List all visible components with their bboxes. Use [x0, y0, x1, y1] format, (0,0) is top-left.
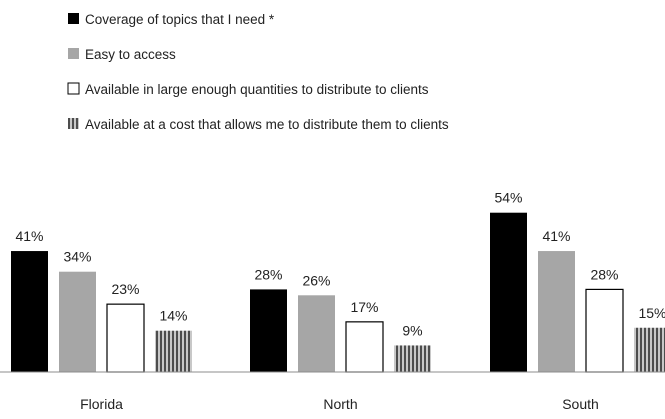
- bar-north-series-3: [345, 321, 384, 373]
- chart-legend: Coverage of topics that I need * Easy to …: [67, 12, 449, 132]
- legend-label-1: Coverage of topics that I need *: [85, 12, 275, 27]
- value-label-florida-series-4: 14%: [159, 308, 187, 324]
- bar-florida-series-2: [59, 271, 96, 372]
- legend-swatch-4: [68, 118, 79, 129]
- value-label-north-series-3: 17%: [350, 299, 378, 315]
- legend-label-4: Available at a cost that allows me to di…: [85, 117, 449, 132]
- value-label-north-series-1: 28%: [254, 266, 282, 282]
- bar-south-series-1: [490, 212, 527, 372]
- value-label-south-series-3: 28%: [590, 266, 618, 282]
- value-label-south-series-1: 54%: [494, 190, 522, 206]
- legend-label-3: Available in large enough quantities to …: [85, 82, 429, 97]
- category-label-florida: Florida: [80, 396, 123, 412]
- bar-south-series-2: [538, 251, 575, 372]
- bar-florida-series-1: [11, 251, 48, 372]
- legend-swatch-1: [68, 13, 79, 24]
- value-label-south-series-4: 15%: [638, 305, 665, 321]
- value-label-florida-series-1: 41%: [15, 228, 43, 244]
- value-label-north-series-2: 26%: [302, 272, 330, 288]
- legend-label-2: Easy to access: [85, 47, 176, 62]
- bar-florida-series-3: [106, 303, 145, 373]
- bar-south-series-3: [585, 288, 624, 373]
- bar-florida-series-4: [155, 330, 192, 372]
- bar-north-series-2: [298, 295, 335, 372]
- category-label-south: South: [562, 396, 599, 412]
- legend-swatch-3: [67, 82, 80, 95]
- value-label-north-series-4: 9%: [402, 322, 422, 338]
- bar-groups: 41% 34% 23% 14% 28% 26% 17% 9% 54% 41% 28% 15%: [11, 190, 665, 373]
- category-label-north: North: [323, 396, 357, 412]
- value-label-florida-series-3: 23%: [111, 281, 139, 297]
- bar-north-series-1: [250, 289, 287, 372]
- bar-south-series-4: [634, 327, 665, 372]
- category-labels: Florida North South: [80, 396, 599, 412]
- bar-north-series-4: [394, 345, 431, 372]
- value-label-florida-series-2: 34%: [63, 249, 91, 265]
- legend-swatch-2: [68, 48, 79, 59]
- value-label-south-series-2: 41%: [542, 228, 570, 244]
